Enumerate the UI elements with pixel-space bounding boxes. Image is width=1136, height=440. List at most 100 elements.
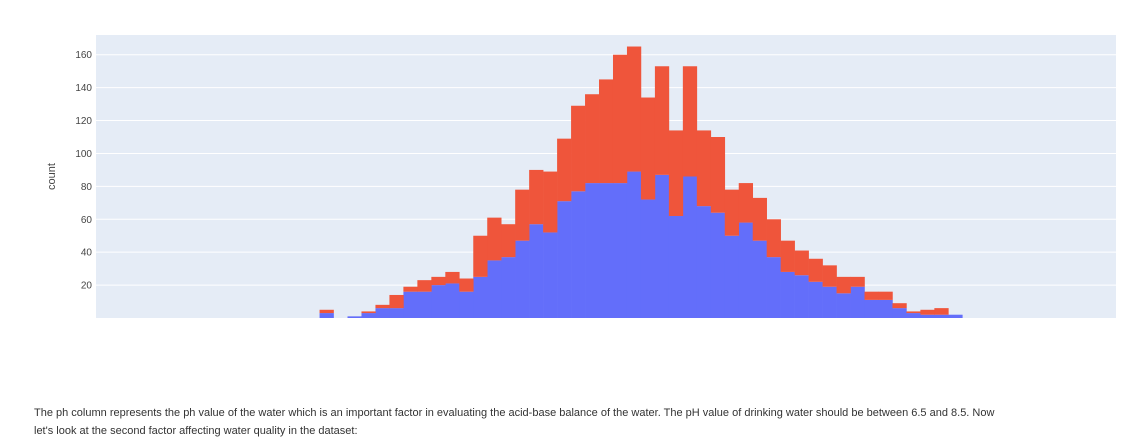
bar-series2-bin-41 xyxy=(668,130,684,216)
bar-series2-bin-57 xyxy=(892,303,907,309)
bar-series1-bin-34 xyxy=(571,191,586,318)
bar-series2-bin-29 xyxy=(501,224,516,258)
bar-series1-bin-22 xyxy=(403,291,418,318)
bar-series1-bin-45 xyxy=(724,235,740,318)
bar-series2-bin-54 xyxy=(850,276,865,287)
y-tick-label-100: 100 xyxy=(75,149,92,160)
bar-series1-bin-27 xyxy=(473,276,488,318)
bar-series1-bin-59 xyxy=(920,314,935,318)
bar-series2-bin-51 xyxy=(808,258,823,282)
bar-series1-bin-33 xyxy=(557,201,572,318)
bar-series2-bin-47 xyxy=(752,197,767,241)
bar-series2-bin-35 xyxy=(585,94,600,184)
caption-line-1: The ph column represents the ph value of… xyxy=(34,407,995,419)
bar-series1-bin-43 xyxy=(696,206,712,318)
histogram-chart: 20 40 60 80 100 120 140 160 count xyxy=(46,35,1116,318)
bar-series1-bin-35 xyxy=(585,183,600,318)
bar-series2-bin-30 xyxy=(515,189,530,241)
bars xyxy=(319,46,963,318)
bar-series1-bin-28 xyxy=(487,260,502,318)
caption-line-2: let's look at the second factor affectin… xyxy=(34,425,358,437)
bar-series2-bin-28 xyxy=(487,217,502,261)
bar-series1-bin-54 xyxy=(850,286,865,318)
y-tick-label-160: 160 xyxy=(75,50,92,61)
bar-series2-bin-21 xyxy=(389,294,404,309)
bar-series1-bin-47 xyxy=(752,240,767,318)
bar-series2-bin-43 xyxy=(696,130,712,207)
bar-series2-bin-26 xyxy=(459,278,474,292)
bar-series1-bin-57 xyxy=(892,308,907,318)
bar-series2-bin-31 xyxy=(529,169,544,225)
bar-series1-bin-39 xyxy=(640,199,656,318)
bar-series1-bin-51 xyxy=(808,281,823,318)
bar-series2-bin-34 xyxy=(571,105,586,192)
bar-series2-bin-27 xyxy=(473,235,488,277)
y-axis-title: count xyxy=(46,163,58,190)
y-tick-label-40: 40 xyxy=(81,248,93,259)
bar-series2-bin-44 xyxy=(710,137,726,213)
bar-series2-bin-52 xyxy=(822,265,837,287)
bar-series1-bin-46 xyxy=(738,222,754,318)
bar-series1-bin-48 xyxy=(766,257,781,318)
bar-series1-bin-32 xyxy=(543,232,558,318)
bar-series1-bin-56 xyxy=(878,299,893,318)
bar-series2-bin-20 xyxy=(375,304,390,309)
bar-series2-bin-32 xyxy=(543,171,558,233)
bar-series2-bin-39 xyxy=(640,97,656,200)
bar-series2-bin-50 xyxy=(794,250,809,276)
bar-series2-bin-42 xyxy=(682,66,698,177)
bar-series2-bin-48 xyxy=(766,219,781,258)
y-tick-label-140: 140 xyxy=(75,83,92,94)
bar-series2-bin-53 xyxy=(836,276,851,294)
bar-series2-bin-56 xyxy=(878,291,893,300)
bar-series2-bin-25 xyxy=(445,271,460,284)
bar-series1-bin-55 xyxy=(864,299,879,318)
bar-series2-bin-19 xyxy=(361,311,376,314)
bar-series1-bin-53 xyxy=(836,293,851,318)
histogram-svg: 20 40 60 80 100 120 140 160 count xyxy=(46,35,1116,318)
bar-series1-bin-40 xyxy=(654,174,670,318)
bar-series1-bin-41 xyxy=(668,215,684,318)
bar-series2-bin-33 xyxy=(557,138,572,202)
bar-series1-bin-26 xyxy=(459,291,474,318)
bar-series2-bin-45 xyxy=(724,189,740,236)
bar-series2-bin-36 xyxy=(599,79,614,184)
bar-series1-bin-49 xyxy=(780,271,795,318)
bar-series2-bin-37 xyxy=(612,54,628,184)
y-tick-label-120: 120 xyxy=(75,116,92,127)
bar-series2-bin-40 xyxy=(654,66,670,175)
bar-series1-bin-36 xyxy=(599,183,614,318)
bar-series1-bin-52 xyxy=(822,286,837,318)
bar-series1-bin-61 xyxy=(948,314,963,318)
bar-series2-bin-24 xyxy=(431,276,446,286)
bar-series1-bin-19 xyxy=(361,313,376,318)
bar-series1-bin-24 xyxy=(431,285,446,318)
bar-series1-bin-38 xyxy=(626,171,642,318)
bar-series1-bin-29 xyxy=(501,257,516,318)
bar-series2-bin-49 xyxy=(780,240,795,272)
bar-series2-bin-46 xyxy=(738,183,754,223)
bar-series2-bin-22 xyxy=(403,286,418,292)
bar-series1-bin-18 xyxy=(347,316,362,318)
bar-series1-bin-58 xyxy=(906,313,921,318)
y-axis-ticks: 20 40 60 80 100 120 140 160 xyxy=(75,50,92,291)
bar-series1-bin-44 xyxy=(710,212,726,318)
bar-series1-bin-31 xyxy=(529,224,544,318)
y-tick-label-60: 60 xyxy=(81,215,93,226)
bar-series1-bin-50 xyxy=(794,275,809,318)
bar-series1-bin-60 xyxy=(934,314,949,318)
bar-series1-bin-30 xyxy=(515,240,530,318)
bar-series1-bin-21 xyxy=(389,308,404,318)
bar-series1-bin-25 xyxy=(445,283,460,318)
bar-series1-bin-23 xyxy=(417,291,432,318)
caption-text: The ph column represents the ph value of… xyxy=(34,404,1104,440)
bar-series2-bin-23 xyxy=(417,280,432,292)
bar-series1-bin-42 xyxy=(682,176,698,318)
y-tick-label-80: 80 xyxy=(81,182,93,193)
bar-series2-bin-38 xyxy=(626,46,642,172)
bar-series2-bin-59 xyxy=(920,309,935,315)
bar-series2-bin-16 xyxy=(319,309,334,314)
bar-series2-bin-58 xyxy=(906,311,921,314)
y-tick-label-20: 20 xyxy=(81,281,93,292)
bar-series2-bin-60 xyxy=(934,308,949,315)
